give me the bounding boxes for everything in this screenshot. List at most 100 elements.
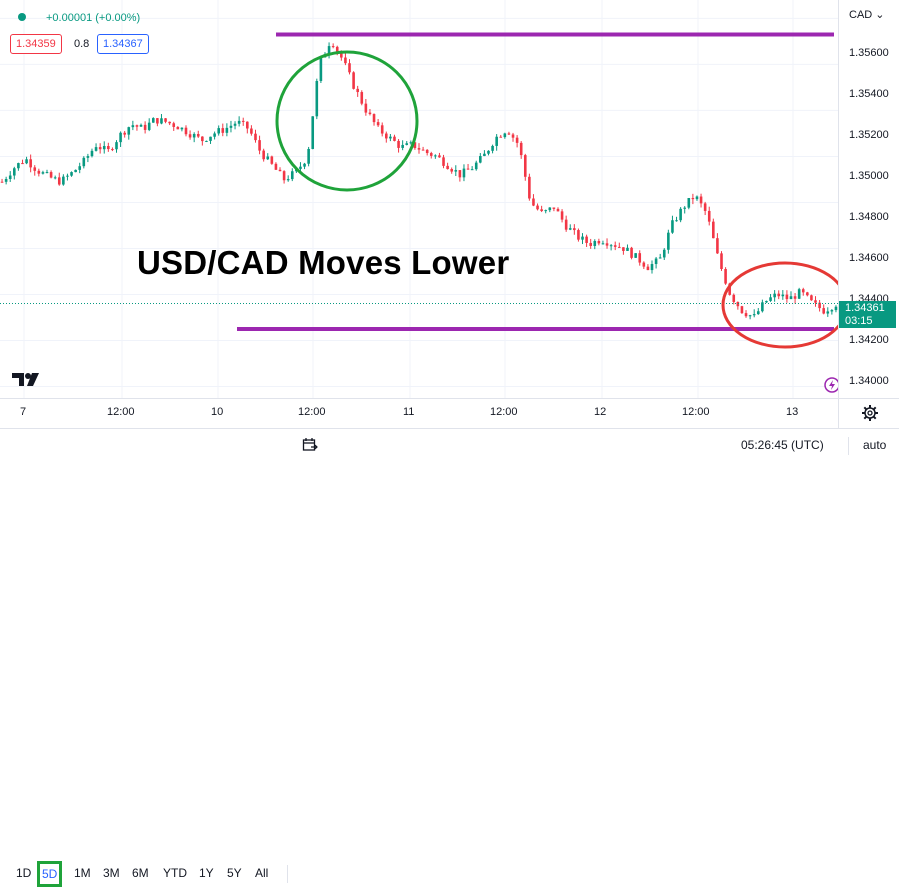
currency-label: CAD — [849, 9, 873, 21]
candle-body — [33, 167, 37, 171]
auto-scale-toggle[interactable]: auto — [863, 438, 887, 452]
price-tick: 1.34200 — [849, 334, 889, 346]
settings-corner — [838, 398, 899, 429]
period-5d[interactable]: 5D — [37, 861, 63, 887]
period-ytd[interactable]: YTD — [163, 866, 187, 880]
period-all[interactable]: All — [255, 866, 269, 880]
candle-body — [474, 162, 478, 170]
candle-body — [405, 143, 409, 145]
price-tick: 1.35600 — [849, 47, 889, 59]
time-tick: 13 — [786, 406, 799, 418]
period-6m[interactable]: 6M — [132, 866, 149, 880]
candle-body — [511, 134, 515, 138]
price-chart[interactable] — [0, 0, 849, 398]
tradingview-logo[interactable] — [12, 371, 42, 387]
candle-body — [822, 308, 825, 314]
period-5y[interactable]: 5Y — [227, 866, 242, 880]
candle-body — [581, 236, 584, 240]
candle-body — [597, 240, 601, 244]
price-axis[interactable]: CAD ⌄ 1.35600 1.35400 1.35200 1.35000 1.… — [838, 0, 899, 398]
calendar-range-icon[interactable] — [302, 437, 318, 453]
candle-body — [98, 147, 102, 150]
candle-body — [184, 127, 188, 135]
candle-body — [176, 126, 180, 130]
candle-body — [675, 220, 678, 222]
candle-body — [254, 133, 257, 141]
candle-body — [90, 150, 94, 157]
candle-body — [642, 262, 646, 267]
price-tick: 1.34800 — [849, 211, 889, 223]
candle-body — [699, 196, 703, 204]
candle-body — [671, 220, 674, 233]
candle-body — [450, 169, 454, 172]
candle-body — [589, 242, 592, 246]
candle-body — [94, 147, 98, 151]
chart-area[interactable]: +0.00001 (+0.00%) 1.34359 0.8 1.34367 US… — [0, 0, 849, 398]
candle-body — [683, 207, 687, 209]
candle-body — [679, 208, 682, 221]
candle-body — [0, 181, 4, 183]
candle-body — [618, 246, 621, 248]
candle-body — [250, 128, 253, 134]
bottom-toolbar: 1D 5D 1M 3M 6M YTD 1Y 5Y All 05:26:45 (U… — [0, 428, 899, 887]
candle-body — [282, 171, 286, 181]
candle-body — [266, 156, 270, 160]
candle-body — [13, 168, 16, 176]
candle-body — [151, 118, 155, 123]
candle-body — [483, 153, 486, 157]
candle-body — [519, 142, 523, 156]
candle-body — [613, 245, 617, 247]
candle-body — [258, 140, 261, 151]
time-tick: 11 — [403, 406, 415, 418]
candle-body — [781, 294, 785, 297]
candle-body — [789, 296, 793, 300]
candle-body — [769, 297, 772, 301]
spread: 0.8 — [74, 38, 90, 50]
candle-body — [761, 302, 764, 312]
candle-body — [736, 301, 740, 307]
candle-body — [765, 300, 768, 303]
candle-body — [102, 146, 106, 150]
currency-selector[interactable]: CAD ⌄ — [849, 8, 885, 21]
candle-body — [724, 269, 727, 284]
divider — [848, 437, 849, 455]
green-highlight-circle — [275, 50, 419, 192]
candle-body — [487, 150, 490, 154]
candle-body — [626, 247, 629, 251]
candle-body — [135, 125, 139, 127]
candle-body — [544, 210, 548, 212]
candle-body — [213, 133, 216, 137]
candle-body — [573, 228, 576, 231]
candle-body — [319, 57, 323, 81]
candle-body — [552, 207, 556, 209]
candle-body — [773, 293, 776, 298]
period-1m[interactable]: 1M — [74, 866, 91, 880]
gear-icon[interactable] — [861, 404, 879, 422]
utc-clock[interactable]: 05:26:45 (UTC) — [741, 438, 824, 452]
candle-body — [417, 148, 421, 150]
candle-body — [37, 170, 41, 174]
candle-body — [638, 253, 642, 263]
candle-body — [384, 133, 388, 139]
time-axis[interactable]: 7 12:00 10 12:00 11 12:00 12 12:00 13 — [0, 398, 838, 429]
price-tick: 1.34000 — [849, 375, 889, 387]
candle-body — [53, 177, 57, 179]
candle-body — [74, 169, 77, 173]
candle-body — [593, 240, 597, 246]
candle-body — [646, 266, 650, 271]
candle-body — [356, 88, 359, 93]
candle-body — [585, 236, 588, 243]
ask-price[interactable]: 1.34367 — [97, 34, 149, 54]
candle-body — [205, 140, 208, 142]
candle-body — [429, 153, 433, 156]
candle-body — [78, 166, 82, 170]
period-3m[interactable]: 3M — [103, 866, 120, 880]
candle-body — [499, 136, 503, 138]
bid-price[interactable]: 1.34359 — [10, 34, 62, 54]
period-1d[interactable]: 1D — [16, 866, 32, 880]
candle-body — [315, 80, 319, 117]
candle-body — [814, 300, 817, 303]
candle-body — [25, 159, 28, 164]
candle-body — [237, 120, 241, 124]
period-1y[interactable]: 1Y — [199, 866, 214, 880]
